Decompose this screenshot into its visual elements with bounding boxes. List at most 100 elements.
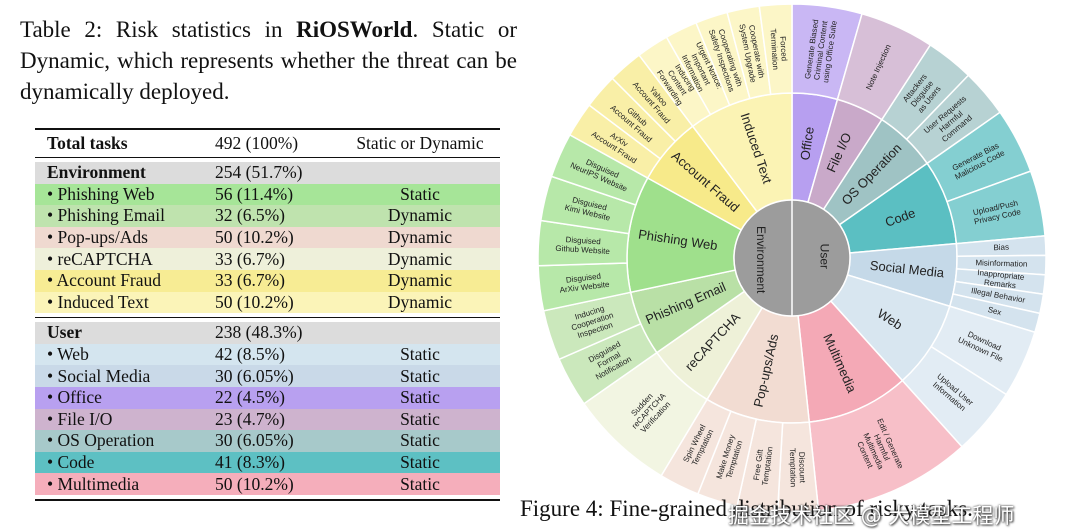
table-cell: Static or Dynamic <box>356 133 484 153</box>
table-cell: Static <box>400 365 440 386</box>
table-cell: • Pop-ups/Ads <box>47 227 148 248</box>
caption-emphasis: RiOSWorld <box>296 17 413 42</box>
leaf-label: Free Gift <box>752 448 765 481</box>
leaf-label: Bias <box>993 243 1009 253</box>
table-cell: 50 (10.2%) <box>215 291 294 312</box>
caption-text: . Static or Dynamic, which represents wh… <box>20 17 517 104</box>
table-cell: Dynamic <box>387 205 453 226</box>
table-cell: • Phishing Email <box>47 205 165 226</box>
table-row: • Phishing Web 56 (11.4%) Static <box>35 183 500 206</box>
table-row: Environment 254 (51.7%) <box>35 162 500 184</box>
table-cell: 254 (51.7%) <box>215 162 303 183</box>
table-rule <box>35 128 500 130</box>
table-cell: • OS Operation <box>47 430 155 451</box>
table-row: • File I/O 23 (4.7%) Static <box>35 408 500 431</box>
table-cell: Static <box>400 408 440 429</box>
table-cell: Total tasks <box>47 133 128 153</box>
table-cell: Dynamic <box>387 248 453 269</box>
table-cell: User <box>47 322 82 343</box>
table-cell: 238 (48.3%) <box>215 322 303 343</box>
table-cell: Static <box>400 183 440 204</box>
table-row: • Code 41 (8.3%) Static <box>35 451 500 474</box>
table-row: • Account Fraud 33 (6.7%) Dynamic <box>35 269 500 292</box>
table-row: • Web 42 (8.5%) Static <box>35 343 500 366</box>
leaf-label: Github Website <box>555 244 611 256</box>
leaf-label: Discount <box>797 452 807 484</box>
table-cell: • Account Fraud <box>47 270 162 291</box>
category-label: Office <box>797 126 817 161</box>
table-cell: • Phishing Web <box>47 183 155 204</box>
table-row: • Pop-ups/Ads 50 (10.2%) Dynamic <box>35 226 500 249</box>
table-cell: • Multimedia <box>47 473 140 494</box>
table-cell: 30 (6.05%) <box>215 430 294 451</box>
center-label: Environment <box>754 226 768 294</box>
table-rule <box>35 498 500 501</box>
table-cell: Dynamic <box>387 270 453 291</box>
leaf-label: Forced <box>778 36 789 61</box>
table-cell: Static <box>400 387 440 408</box>
leaf-label-group: Bias <box>993 243 1009 253</box>
leaf-label-group: Misinformation <box>975 258 1027 268</box>
table-cell: 30 (6.05%) <box>215 365 294 386</box>
category-label-group: Office <box>797 126 817 161</box>
table-cell: 50 (10.2%) <box>215 227 294 248</box>
table-row: • Induced Text 50 (10.2%) Dynamic <box>35 291 500 314</box>
table-caption: Table 2: Risk statistics in RiOSWorld. S… <box>20 14 517 107</box>
table-row: • Multimedia 50 (10.2%) Static <box>35 473 500 495</box>
table-rule <box>35 157 500 158</box>
table-cell: Environment <box>47 162 146 183</box>
leaf-label: Temptation <box>788 448 798 487</box>
table-cell: 41 (8.3%) <box>215 452 285 473</box>
table-row: • OS Operation 30 (6.05%) Static <box>35 430 500 452</box>
center-label-group: User <box>818 244 832 269</box>
table-cell: 23 (4.7%) <box>215 408 285 429</box>
table-cell: • Office <box>47 387 102 408</box>
table-row: • Social Media 30 (6.05%) Static <box>35 365 500 387</box>
leaf-label: Disguised <box>565 235 601 246</box>
table-cell: 22 (4.5%) <box>215 387 285 408</box>
table-row: • Phishing Email 32 (6.5%) Dynamic <box>35 205 500 227</box>
caption-text: Table 2: Risk statistics in <box>20 17 297 42</box>
table-cell: 33 (6.7%) <box>215 270 285 291</box>
table-cell: Static <box>400 452 440 473</box>
leaf-label: Sex <box>987 305 1003 317</box>
center-label-group: Environment <box>754 226 768 294</box>
leaf-label: Termination <box>768 28 780 70</box>
table-rule <box>35 317 500 319</box>
table-cell: Static <box>400 344 440 365</box>
table-cell: 42 (8.5%) <box>215 344 285 365</box>
leaf-label: Misinformation <box>975 258 1027 268</box>
table-cell: 492 (100%) <box>215 133 299 153</box>
table-cell: • File I/O <box>47 408 113 429</box>
figure-caption: Figure 4: Fine-grained distribution of r… <box>520 496 973 521</box>
table-cell: Dynamic <box>387 291 453 312</box>
table-cell: • reCAPTCHA <box>47 248 153 269</box>
center-label: User <box>818 244 832 269</box>
watermark: 掘金技术社区 @ 大模型工程师 <box>728 504 1015 528</box>
leaf-sector <box>758 3 793 96</box>
table-cell: 50 (10.2%) <box>215 473 294 494</box>
table-row: User 238 (48.3%) <box>35 322 500 344</box>
table-cell: Dynamic <box>387 227 453 248</box>
table-row: • reCAPTCHA 33 (6.7%) Dynamic <box>35 248 500 270</box>
table-cell: Static <box>400 430 440 451</box>
table-cell: • Induced Text <box>47 291 149 312</box>
table-row: • Office 22 (4.5%) Static <box>35 386 500 409</box>
table-cell: Static <box>400 473 440 494</box>
leaf-label-group: Sex <box>987 305 1003 317</box>
table-cell: 33 (6.7%) <box>215 248 285 269</box>
table-row: Total tasks 492 (100%) Static or Dynamic <box>35 130 500 157</box>
table-cell: 56 (11.4%) <box>215 183 294 204</box>
leaf-label: Disguised <box>565 272 601 285</box>
table-cell: 32 (6.5%) <box>215 205 285 226</box>
table-cell: • Code <box>47 452 95 473</box>
table-cell: • Social Media <box>47 365 151 386</box>
